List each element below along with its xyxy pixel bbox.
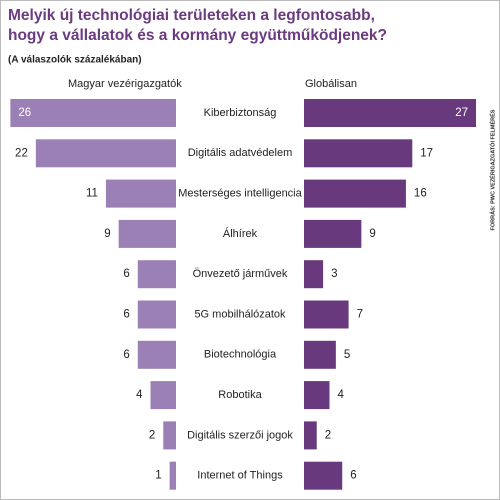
value-label: 26	[18, 107, 31, 119]
chart-title: Melyik új technológiai területeken a leg…	[8, 7, 375, 24]
bar	[105, 179, 176, 208]
bar	[304, 260, 324, 289]
value-label: 2	[325, 429, 331, 441]
value-label: 17	[420, 147, 433, 159]
category-label: Digitális szerzői jogok	[187, 429, 293, 441]
bar	[304, 421, 317, 450]
category-label: Mesterséges intelligencia	[178, 188, 302, 200]
source: FORRÁS: PWC VEZÉRIGAZGATÓI FELMÉRÉS	[488, 109, 496, 230]
value-label: 3	[331, 268, 337, 280]
bar	[35, 139, 176, 168]
category-label: Önvezető járművek	[193, 268, 288, 280]
bar	[137, 300, 176, 329]
value-label: 16	[414, 188, 427, 200]
value-label: 27	[455, 107, 468, 119]
value-label: 2	[149, 429, 155, 441]
bar	[304, 219, 362, 248]
subtitle: (A válaszolók százalékában)	[8, 55, 142, 66]
value-label: 6	[123, 309, 129, 321]
value-label: 11	[86, 188, 98, 200]
bar	[150, 381, 176, 410]
bar	[304, 340, 336, 369]
category-label: Digitális adatvédelem	[188, 147, 293, 159]
bar	[304, 461, 343, 490]
value-label: 9	[369, 228, 375, 240]
bar	[118, 219, 176, 248]
legend-label: Globálisan	[305, 78, 357, 90]
category-label: 5G mobilhálózatok	[194, 308, 286, 320]
bar	[169, 461, 176, 490]
bar	[163, 421, 176, 450]
bar	[10, 99, 176, 127]
category-label: Robotika	[218, 389, 262, 401]
category-label: Kiberbiztonság	[204, 107, 277, 119]
category-label: Biotechnológia	[204, 349, 277, 361]
value-label: 5	[344, 349, 350, 361]
category-label: Álhírek	[223, 227, 258, 240]
legend-label: Magyar vezérigazgatók	[68, 78, 182, 90]
value-label: 7	[357, 309, 363, 321]
value-label: 22	[15, 147, 28, 159]
value-label: 6	[350, 470, 356, 482]
bar	[304, 179, 406, 208]
category-label: Internet of Things	[197, 470, 283, 482]
bar	[304, 99, 476, 127]
bar	[137, 340, 176, 369]
chart-title: hogy a vállalatok és a kormány együttműk…	[8, 27, 387, 44]
value-label: 4	[337, 389, 344, 401]
value-label: 4	[136, 389, 143, 401]
bar	[304, 300, 349, 329]
bar	[304, 381, 330, 410]
bar	[304, 139, 413, 168]
bar	[137, 260, 176, 289]
value-label: 1	[155, 470, 161, 482]
value-label: 6	[123, 268, 129, 280]
value-label: 9	[104, 228, 110, 240]
value-label: 6	[123, 349, 129, 361]
